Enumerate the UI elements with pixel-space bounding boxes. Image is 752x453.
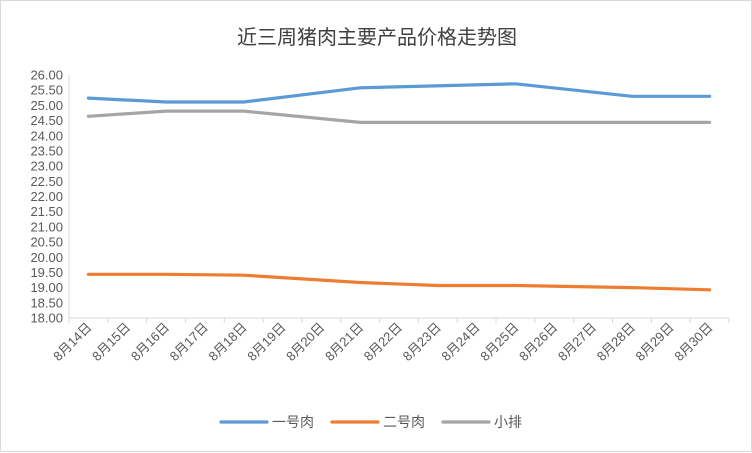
series-line-小排 (86, 109, 712, 125)
y-tick-label: 21.00 (30, 219, 63, 234)
series-line-二号肉 (86, 272, 712, 292)
y-tick-label: 25.00 (30, 98, 63, 113)
legend-label: 一号肉 (272, 415, 314, 431)
y-tick-label: 20.50 (30, 235, 63, 250)
x-tick-label: 8月27日 (555, 320, 599, 364)
y-tick-label: 19.50 (30, 265, 63, 280)
series-lines (86, 82, 712, 292)
y-tick-label: 22.00 (30, 189, 63, 204)
x-tick-label: 8月19日 (244, 320, 288, 364)
x-tick-label: 8月20日 (283, 320, 327, 364)
x-tick-label: 8月29日 (633, 320, 677, 364)
x-tick-label: 8月18日 (205, 320, 249, 364)
y-tick-label: 26.00 (30, 68, 63, 83)
y-tick-label: 24.50 (30, 113, 63, 128)
x-tick-label: 8月16日 (128, 320, 172, 364)
x-tick-label: 8月26日 (516, 320, 560, 364)
x-tick-label: 8月30日 (671, 320, 715, 364)
chart-title: 近三周猪肉主要产品价格走势图 (237, 25, 517, 49)
y-tick-label: 21.50 (30, 204, 63, 219)
y-tick-label: 23.00 (30, 159, 63, 174)
x-tick-label: 8月24日 (438, 320, 482, 364)
y-tick-label: 18.00 (30, 311, 63, 326)
x-tick-label: 8月23日 (400, 320, 444, 364)
y-tick-label: 25.50 (30, 83, 63, 98)
x-tick-label: 8月14日 (50, 320, 94, 364)
y-tick-label: 24.00 (30, 128, 63, 143)
y-tick-label: 18.50 (30, 295, 63, 310)
series-line-一号肉 (86, 82, 712, 104)
x-tick-label: 8月21日 (322, 320, 366, 364)
legend-label: 小排 (494, 415, 522, 431)
y-tick-label: 20.00 (30, 250, 63, 265)
legend-label: 二号肉 (383, 415, 425, 431)
x-tick-label: 8月15日 (89, 320, 133, 364)
y-tick-label: 22.50 (30, 174, 63, 189)
x-tick-label: 8月28日 (594, 320, 638, 364)
y-tick-label: 23.50 (30, 143, 63, 158)
y-tick-label: 19.00 (30, 280, 63, 295)
x-tick-label: 8月17日 (167, 320, 211, 364)
x-tick-label: 8月25日 (477, 320, 521, 364)
x-tick-label: 8月22日 (361, 320, 405, 364)
legend: 一号肉 二号肉 小排 (219, 415, 522, 431)
